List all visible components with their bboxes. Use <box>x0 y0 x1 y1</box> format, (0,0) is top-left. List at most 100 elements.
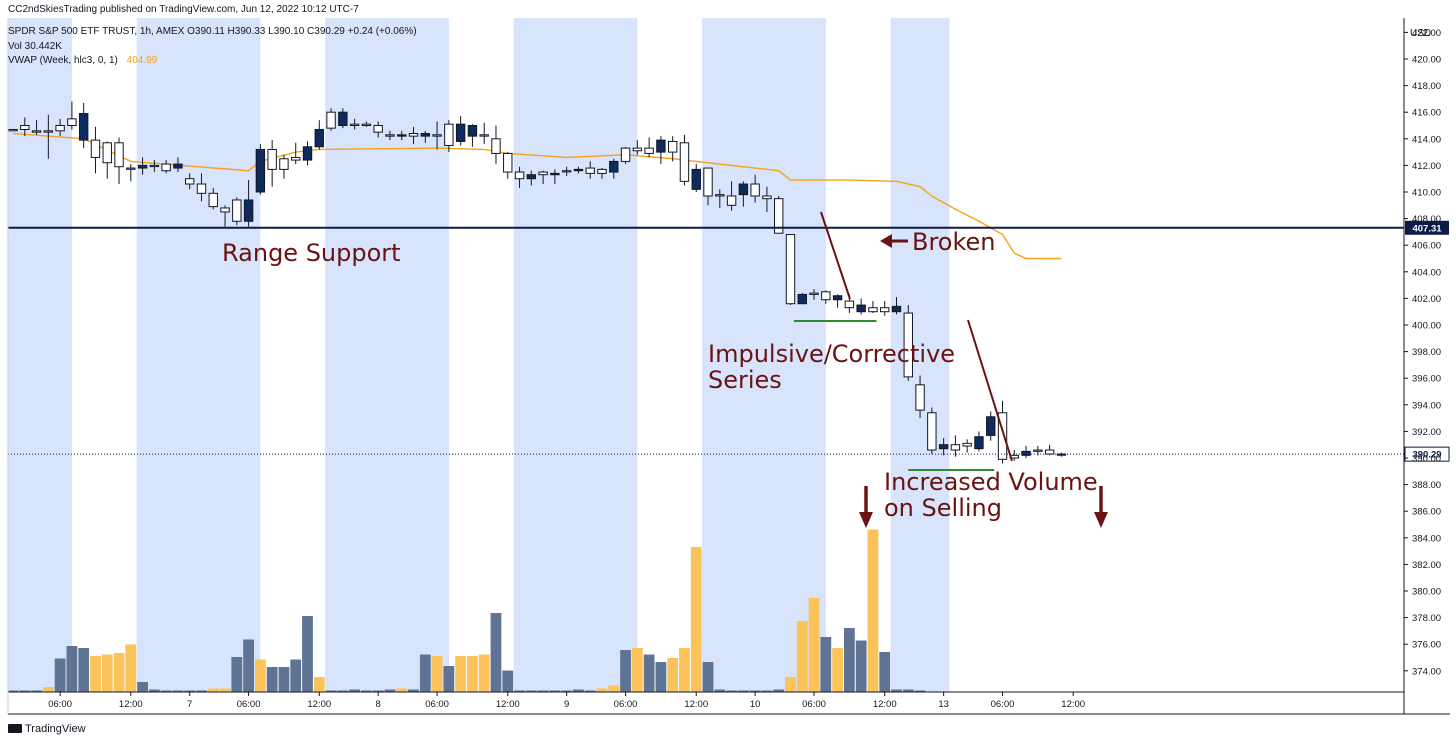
tradingview-mark-icon <box>8 724 22 733</box>
candle-body <box>726 195 737 206</box>
volume-bar <box>596 688 608 692</box>
volume-bar <box>502 670 514 692</box>
candle-body <box>950 444 961 451</box>
y-tick-label: 392.00 <box>1412 427 1441 438</box>
candle-body <box>997 412 1008 460</box>
volume-bar <box>66 646 78 692</box>
candle-body <box>644 147 654 154</box>
x-tick-label: 12:00 <box>119 699 143 710</box>
candle-body <box>408 132 419 137</box>
candle-body <box>114 142 124 168</box>
candle-body <box>821 291 831 301</box>
volume-bar <box>702 662 714 692</box>
vwap-label: VWAP (Week, hlc3, 0, 1) <box>8 55 118 66</box>
x-tick-label: 8 <box>376 699 381 710</box>
candle-body <box>585 167 595 174</box>
volume-bar <box>891 689 902 692</box>
candle-body <box>361 123 372 126</box>
volume-bar <box>78 648 90 692</box>
candle-body <box>915 384 925 411</box>
volume-bar <box>761 690 773 692</box>
volume-bar <box>337 690 349 692</box>
y-tick-label: 390.00 <box>1412 454 1441 465</box>
volume-bar <box>219 688 231 692</box>
y-tick-label: 376.00 <box>1412 640 1441 651</box>
candle-body <box>856 304 866 313</box>
session-band <box>8 18 72 692</box>
y-tick-label: 384.00 <box>1412 533 1441 544</box>
volume-bar <box>690 547 702 692</box>
candle-body <box>809 292 819 295</box>
candle-body <box>102 142 112 164</box>
candle-body <box>1033 449 1043 452</box>
session-band <box>513 18 638 692</box>
impulse-line-2 <box>967 319 1013 462</box>
candle-body <box>78 113 89 141</box>
vwap-line <box>12 132 1062 260</box>
volume-bar <box>655 662 667 692</box>
candle-body <box>208 192 218 208</box>
candle-body <box>185 178 195 185</box>
y-tick-label: 414.00 <box>1412 134 1441 145</box>
volume-bar <box>490 613 502 692</box>
candle-body <box>986 416 996 436</box>
candle-body <box>738 183 749 196</box>
impulsive-corrective-annotation: Impulsive/Corrective <box>708 340 955 368</box>
candle-body <box>974 436 984 450</box>
volume-bar <box>584 690 596 692</box>
last-price-label: 390.29 <box>1412 450 1441 461</box>
volume-bar <box>207 688 219 692</box>
impulse-line-1 <box>820 211 851 300</box>
candle-body <box>656 139 666 153</box>
candle-body <box>279 158 289 170</box>
candle-body <box>667 140 678 153</box>
volume-bar <box>808 598 820 692</box>
tradingview-logo[interactable]: TradingView <box>8 723 86 735</box>
candle-body <box>267 148 277 170</box>
support-price-tag <box>1405 220 1449 235</box>
volume-bar <box>631 648 643 692</box>
volume-bar <box>278 667 290 692</box>
volume-bar <box>537 690 549 692</box>
volume-bar <box>478 654 490 692</box>
candle-body <box>561 170 572 173</box>
range-support-annotation: Range Support <box>222 239 401 267</box>
volume-bar <box>467 656 478 692</box>
volume-bar <box>254 659 266 692</box>
candle-body <box>314 128 324 148</box>
support-price-label: 407.31 <box>1412 223 1442 234</box>
volume-bar <box>902 689 914 692</box>
y-tick-label: 422.00 <box>1412 28 1441 39</box>
currency-label: USD <box>1410 28 1432 39</box>
volume-bar <box>608 685 620 692</box>
y-tick-label: 378.00 <box>1412 613 1441 624</box>
candle-body <box>397 134 407 137</box>
candle-body <box>774 198 784 234</box>
volume-bar <box>361 690 372 692</box>
session-band <box>136 18 261 692</box>
x-tick-label: 12:00 <box>873 699 897 710</box>
volume-bar <box>573 689 584 692</box>
x-tick-label: 06:00 <box>48 699 72 710</box>
volume-bar <box>384 689 396 692</box>
volume-bar <box>113 653 125 692</box>
volume-bar <box>302 616 313 692</box>
vwap-value: 404.99 <box>126 55 158 66</box>
x-tick-label: 13 <box>938 699 949 710</box>
candle-body <box>903 312 913 378</box>
y-tick-label: 396.00 <box>1412 374 1441 385</box>
y-tick-label: 386.00 <box>1412 507 1441 518</box>
volume-bar <box>843 628 855 692</box>
session-band <box>325 18 449 692</box>
y-tick-label: 388.00 <box>1412 480 1441 491</box>
on-selling-annotation: on Selling <box>884 494 1002 522</box>
y-tick-label: 406.00 <box>1412 241 1441 252</box>
volume-bar <box>879 652 891 692</box>
volume-bar <box>773 689 785 692</box>
vwap-legend: VWAP (Week, hlc3, 0, 1) 404.99 <box>8 55 157 66</box>
y-tick-label: 402.00 <box>1412 294 1441 305</box>
candle-body <box>291 156 301 161</box>
candle-body <box>20 125 30 130</box>
